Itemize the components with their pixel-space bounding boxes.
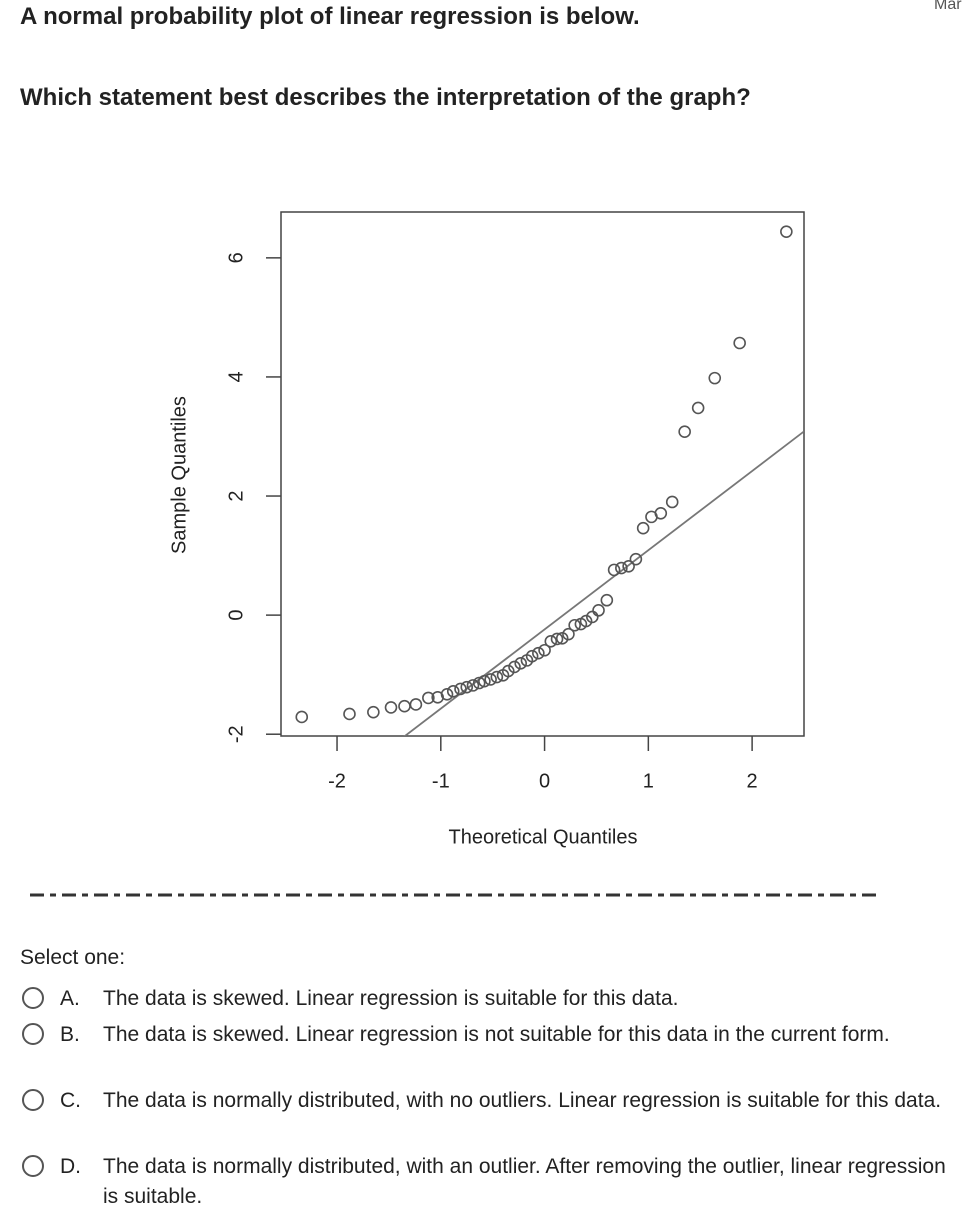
x-tick-label: -2: [328, 770, 346, 792]
data-point: [538, 643, 551, 657]
data-point: [780, 225, 793, 238]
data-point: [600, 593, 614, 607]
plot-frame: [280, 211, 805, 737]
data-point: [607, 563, 621, 577]
data-point: [555, 632, 569, 645]
data-point: [472, 676, 486, 690]
data-point: [733, 336, 746, 350]
instruction: Select one:: [20, 946, 126, 969]
radio-button[interactable]: [22, 1023, 44, 1045]
data-point: [622, 559, 635, 573]
x-tick-label: -1: [432, 770, 450, 792]
data-point: [508, 660, 521, 674]
reference-line: [403, 430, 804, 736]
data-point: [490, 670, 504, 684]
y-tick-label: 2: [225, 490, 247, 501]
title: A normal probability plot of linear regr…: [20, 3, 640, 30]
y-tick-label: 0: [225, 610, 247, 621]
data-point: [422, 691, 435, 705]
x-tick-label: 1: [643, 770, 654, 792]
data-point: [636, 521, 650, 535]
data-point: [592, 604, 605, 617]
data-point: [478, 674, 491, 688]
data-point: [454, 682, 467, 696]
data-point: [398, 699, 411, 713]
option-text: The data is skewed. Linear regression is…: [103, 987, 679, 1010]
data-point: [409, 698, 423, 711]
data-point: [466, 679, 480, 692]
data-point: [568, 618, 581, 632]
data-point: [501, 664, 515, 678]
data-point: [562, 627, 575, 641]
data-point: [525, 649, 539, 663]
radio-button[interactable]: [22, 1089, 44, 1111]
option-letter: D.: [60, 1155, 81, 1178]
question: Which statement best describes the inter…: [20, 84, 751, 111]
option-letter: B.: [60, 1023, 80, 1046]
data-point: [484, 673, 497, 686]
data-point: [629, 552, 643, 566]
x-tick-label: 2: [747, 770, 758, 792]
data-point: [440, 688, 454, 701]
option-text: The data is skewed. Linear regression is…: [103, 1023, 890, 1046]
data-point: [384, 701, 398, 714]
y-tick-label: 6: [225, 252, 247, 263]
data-point: [544, 635, 558, 648]
option-text: The data is normally distributed, with n…: [103, 1089, 942, 1112]
data-point: [654, 506, 668, 520]
corner-text: Mar: [934, 0, 962, 13]
option-text: The data is normally distributed, with a…: [103, 1155, 946, 1208]
option-letter: A.: [60, 987, 80, 1010]
radio-button[interactable]: [22, 987, 44, 1009]
data-point: [615, 561, 628, 575]
x-axis-label: Theoretical Quantiles: [449, 826, 638, 848]
data-point: [532, 646, 545, 660]
y-tick-label: -2: [225, 725, 247, 743]
data-point: [550, 632, 564, 646]
x-tick-label: 0: [539, 770, 550, 792]
data-point: [586, 610, 599, 624]
data-point: [460, 680, 474, 694]
data-point: [295, 710, 309, 724]
data-point: [343, 707, 356, 721]
data-point: [708, 371, 722, 385]
data-point: [446, 685, 460, 698]
radio-button[interactable]: [22, 1155, 44, 1177]
data-point: [691, 401, 705, 415]
option-letter: C.: [60, 1089, 81, 1112]
data-point: [579, 614, 593, 628]
y-axis-label: Sample Quantiles: [168, 396, 190, 554]
data-point: [514, 657, 528, 670]
y-tick-label: 4: [225, 371, 247, 382]
data-point: [665, 495, 679, 509]
chart: Theoretical Quantiles Sample Quantiles -…: [30, 211, 880, 897]
data-point: [367, 705, 380, 719]
data-point: [678, 425, 691, 439]
